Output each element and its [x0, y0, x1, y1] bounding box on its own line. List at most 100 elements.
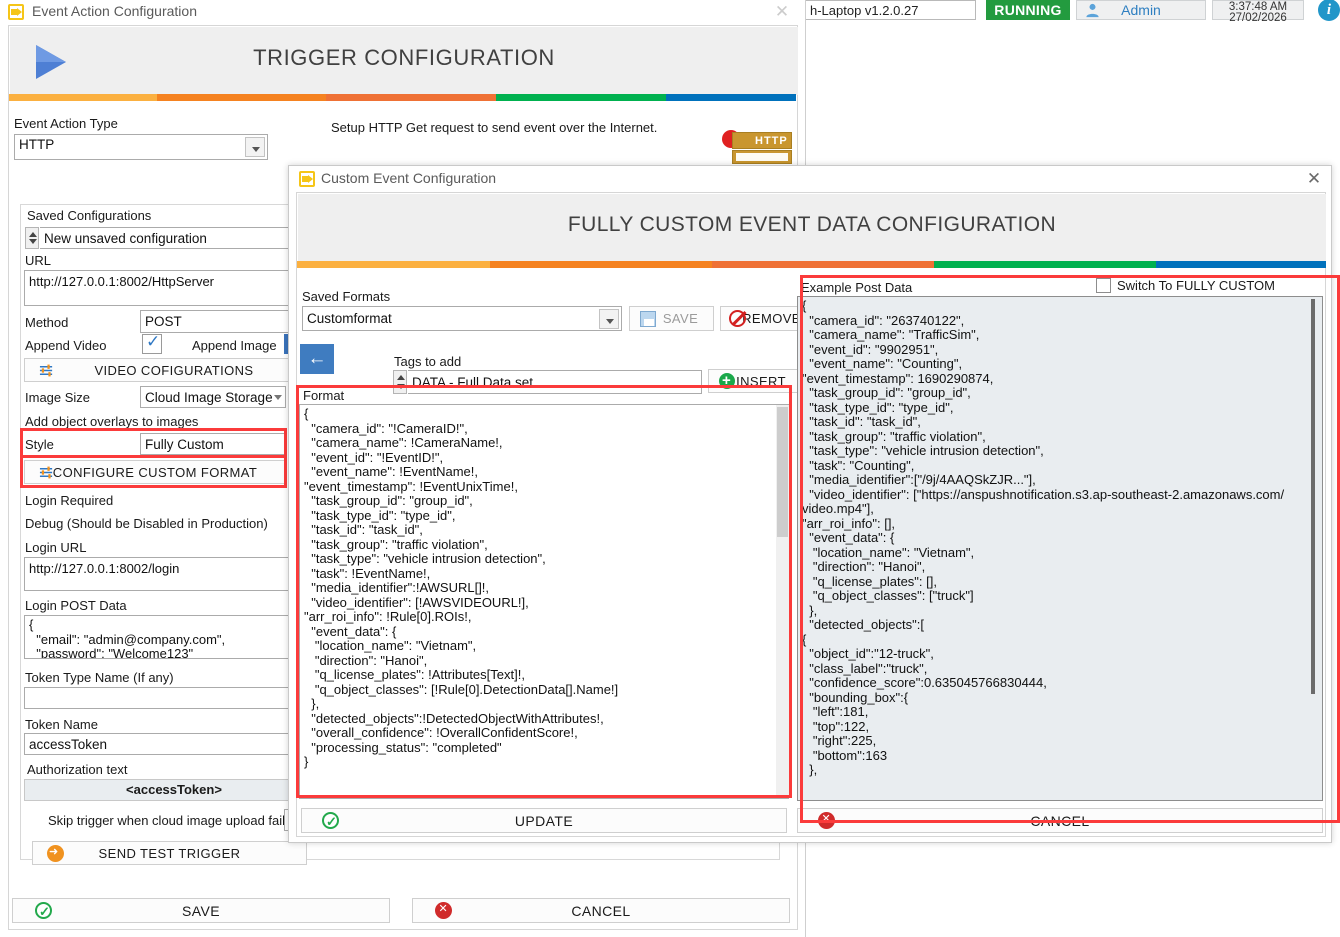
x-circle-icon	[435, 901, 452, 919]
user-icon	[1086, 3, 1099, 18]
x-circle-icon	[818, 811, 835, 829]
clock-date: 27/02/2026	[1229, 12, 1287, 24]
authorization-text-label: Authorization text	[27, 762, 128, 777]
host-version-field[interactable]: h-Laptop v1.2.0.27	[806, 0, 976, 20]
event-action-type-label: Event Action Type	[14, 116, 118, 131]
switch-to-fully-custom-label: Switch To FULLY CUSTOM	[1117, 278, 1275, 293]
token-type-name-label: Token Type Name (If any)	[25, 670, 174, 685]
skip-trigger-label: Skip trigger when cloud image upload fai…	[48, 813, 300, 828]
dialog-header: FULLY CUSTOM EVENT DATA CONFIGURATION	[298, 194, 1326, 262]
append-video-checkbox[interactable]	[142, 332, 162, 354]
send-test-trigger-label: SEND TEST TRIGGER	[98, 846, 241, 861]
token-type-name-input[interactable]	[24, 687, 324, 709]
window-title: Event Action Configuration	[32, 3, 197, 19]
saved-configurations-value[interactable]: New unsaved configuration	[40, 227, 370, 249]
example-scrollbar[interactable]	[1307, 297, 1322, 800]
login-post-data-input[interactable]: { "email": "admin@company.com", "passwor…	[24, 615, 324, 659]
update-button[interactable]: UPDATE	[301, 808, 787, 834]
send-test-trigger-button[interactable]: SEND TEST TRIGGER	[32, 841, 307, 865]
object-overlays-label: Add object overlays to images	[25, 414, 199, 429]
chevron-down-icon[interactable]	[274, 395, 282, 400]
configure-custom-format-label: CONFIGURE CUSTOM FORMAT	[52, 465, 258, 480]
example-post-data-label: Example Post Data	[801, 280, 913, 295]
dialog-accent-stripe	[297, 261, 1326, 268]
dialog-cancel-button[interactable]: CANCEL	[797, 808, 1323, 833]
tags-spinner[interactable]	[393, 370, 407, 394]
saved-configurations-spinner[interactable]	[25, 227, 39, 249]
cancel-button[interactable]: CANCEL	[412, 898, 790, 923]
main-header: TRIGGER CONFIGURATION	[10, 27, 798, 95]
close-icon[interactable]: ✕	[774, 2, 790, 21]
example-scrollbar-thumb[interactable]	[1311, 299, 1315, 694]
dialog-titlebar: Custom Event Configuration ✕	[289, 166, 1331, 191]
configure-custom-format-button[interactable]: CONFIGURE CUSTOM FORMAT	[24, 460, 286, 484]
user-label: Admin	[1121, 2, 1161, 18]
camera-icon	[8, 4, 24, 20]
tags-to-add-label: Tags to add	[394, 354, 462, 369]
save-button-label: SAVE	[182, 903, 220, 919]
login-url-input[interactable]: http://127.0.0.1:8002/login	[24, 557, 324, 591]
http-icon-label: HTTP	[755, 135, 788, 147]
event-action-type-value: HTTP	[19, 137, 55, 152]
save-button[interactable]: SAVE	[12, 898, 390, 924]
dialog-page-title: FULLY CUSTOM EVENT DATA CONFIGURATION	[567, 213, 1057, 236]
format-textarea[interactable]: { "camera_id": "!CameraID!", "camera_nam…	[299, 404, 789, 799]
check-circle-icon	[322, 810, 339, 834]
clock-display: 3:37:48 AM 27/02/2026	[1212, 0, 1304, 24]
video-configurations-button[interactable]: VIDEO COFIGURATIONS	[24, 358, 324, 382]
chevron-down-icon[interactable]	[245, 137, 265, 157]
token-name-label: Token Name	[25, 717, 98, 732]
sliders-icon	[39, 362, 54, 385]
style-select[interactable]: Fully Custom	[140, 433, 286, 455]
token-name-input[interactable]: accessToken	[24, 733, 324, 755]
saved-formats-select[interactable]: Customformat	[302, 306, 622, 331]
insert-tag-button[interactable]: INSERT	[708, 369, 798, 393]
close-icon[interactable]: ✕	[1306, 169, 1322, 188]
format-scrollbar-thumb[interactable]	[777, 407, 788, 537]
append-image-label: Append Image	[192, 338, 277, 353]
example-post-data-textarea[interactable]: { "camera_id": "263740122", "camera_name…	[797, 296, 1323, 801]
url-label: URL	[25, 253, 52, 268]
tags-to-add-select[interactable]: DATA - Full Data set	[408, 370, 702, 394]
spinner-down-icon[interactable]	[397, 384, 405, 389]
info-icon[interactable]: i	[1318, 0, 1340, 21]
event-action-type-select[interactable]: HTTP	[14, 134, 268, 160]
save-format-button[interactable]: SAVE	[629, 306, 714, 331]
update-button-label: UPDATE	[514, 813, 574, 829]
chevron-down-icon[interactable]	[599, 309, 619, 329]
status-badge: RUNNING	[986, 0, 1070, 20]
check-circle-icon	[35, 900, 52, 924]
plus-circle-icon	[719, 369, 735, 392]
switch-to-fully-custom-checkbox[interactable]	[1096, 278, 1111, 293]
custom-event-configuration-dialog: Custom Event Configuration ✕ FULLY CUSTO…	[288, 165, 1332, 843]
url-input[interactable]: http://127.0.0.1:8002/HttpServer	[24, 270, 324, 306]
image-size-select[interactable]: Cloud Image Storage	[140, 386, 286, 408]
spinner-down-icon[interactable]	[29, 239, 37, 244]
spinner-up-icon[interactable]	[397, 375, 405, 380]
main-titlebar: Event Action Configuration ✕	[0, 0, 805, 24]
method-select[interactable]: POST	[140, 310, 330, 333]
style-label: Style	[25, 437, 54, 452]
saved-formats-label: Saved Formats	[302, 289, 391, 304]
format-label: Format	[301, 388, 347, 403]
saved-configurations-label: Saved Configurations	[27, 208, 152, 223]
page-title: TRIGGER CONFIGURATION	[253, 45, 555, 70]
spinner-up-icon[interactable]	[29, 232, 37, 237]
login-url-label: Login URL	[25, 540, 87, 555]
remove-format-button[interactable]: REMOVE	[720, 306, 805, 331]
format-scrollbar[interactable]	[776, 405, 789, 798]
login-post-data-label: Login POST Data	[25, 598, 127, 613]
arrow-right-icon	[47, 843, 64, 862]
image-size-label: Image Size	[25, 390, 91, 405]
user-button[interactable]: Admin	[1076, 0, 1206, 20]
append-video-label: Append Video	[25, 338, 107, 353]
back-button[interactable]: ←	[300, 344, 334, 374]
sliders-icon	[39, 464, 54, 487]
camera-icon	[299, 171, 315, 187]
save-format-label: SAVE	[662, 311, 699, 326]
login-required-label: Login Required	[25, 493, 114, 508]
authorization-text-value: <accessToken>	[24, 779, 324, 801]
save-disk-icon	[640, 311, 656, 327]
remove-format-label: REMOVE	[742, 311, 801, 326]
play-icon-highlight	[36, 45, 66, 62]
